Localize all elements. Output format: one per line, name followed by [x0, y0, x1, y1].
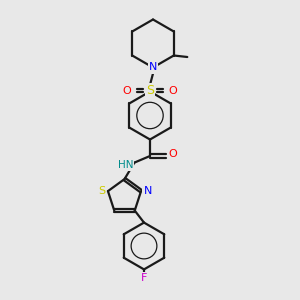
- Text: S: S: [146, 84, 154, 98]
- Text: F: F: [141, 273, 147, 283]
- Text: N: N: [143, 186, 152, 196]
- Text: O: O: [168, 86, 177, 96]
- Text: N: N: [149, 62, 157, 73]
- Text: S: S: [98, 186, 105, 196]
- Text: O: O: [123, 86, 132, 96]
- Text: HN: HN: [118, 160, 133, 170]
- Text: O: O: [169, 149, 178, 160]
